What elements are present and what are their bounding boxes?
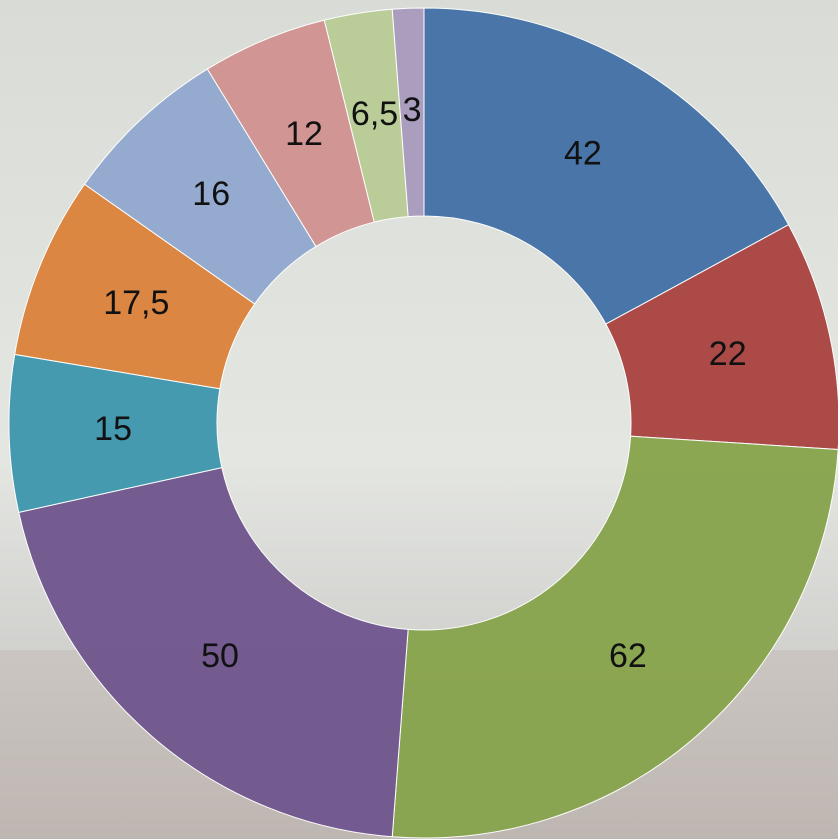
donut-segment (605, 224, 838, 450)
donut-segment (391, 435, 838, 839)
data-label: 15 (94, 410, 132, 448)
data-label: 62 (609, 637, 647, 675)
donut-segment (391, 7, 425, 218)
data-label: 50 (201, 637, 239, 675)
data-label: 12 (285, 115, 323, 153)
data-label: 16 (192, 175, 230, 213)
data-label: 17,5 (103, 284, 169, 322)
data-label: 22 (709, 335, 747, 373)
data-label: 42 (564, 135, 602, 173)
data-label: 3 (403, 91, 422, 129)
donut-segment (18, 466, 409, 838)
data-label: 6,5 (351, 95, 398, 133)
donut-segment (423, 7, 790, 325)
